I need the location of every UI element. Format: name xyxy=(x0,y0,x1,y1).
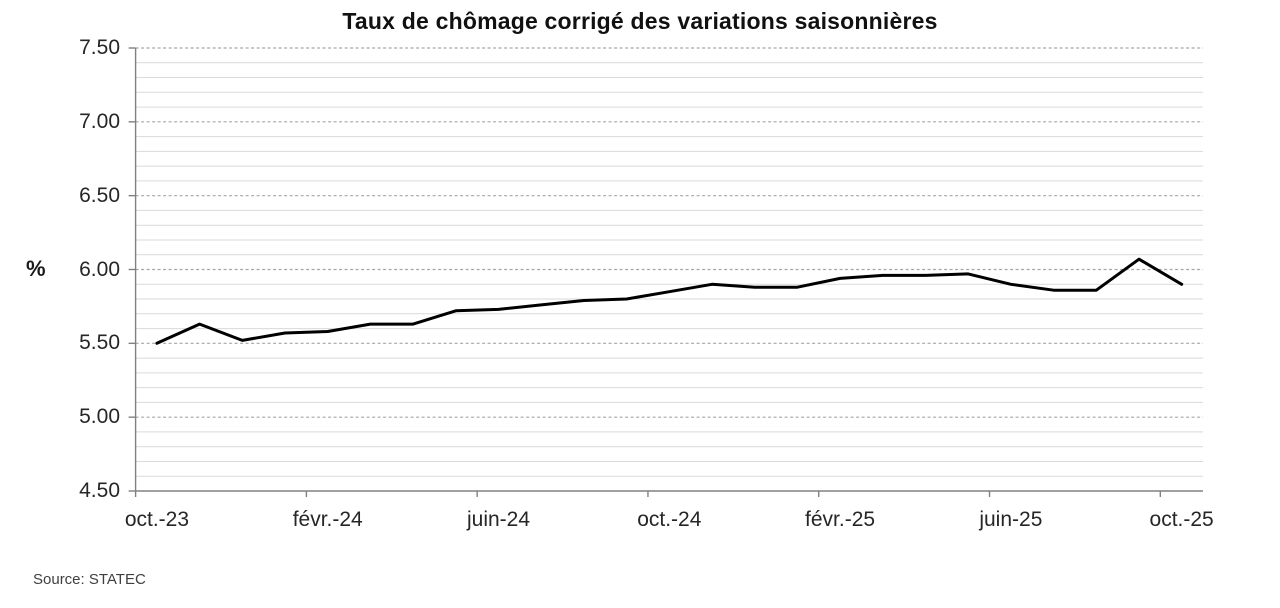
y-axis-tick-label: 6.00 xyxy=(79,257,120,281)
source-note: Source: STATEC xyxy=(33,571,146,588)
y-axis-tick-label: 4.50 xyxy=(79,479,120,502)
x-axis-tick-label: juin-25 xyxy=(979,508,1043,531)
y-axis-tick-label: 6.50 xyxy=(79,183,120,207)
y-axis-tick-label: 7.00 xyxy=(79,109,120,133)
x-axis-tick-label: oct.-25 xyxy=(1149,508,1214,531)
x-axis-tick-label: oct.-24 xyxy=(637,508,702,531)
y-axis-tick-label: 5.50 xyxy=(79,331,120,355)
chart-title: Taux de chômage corrigé des variations s… xyxy=(342,8,938,34)
y-axis-tick-label: 7.50 xyxy=(79,36,120,59)
x-axis-tick-label: févr.-25 xyxy=(805,508,876,531)
x-axis-tick-label: juin-24 xyxy=(466,508,531,531)
x-axis-tick-label: févr.-24 xyxy=(292,508,363,531)
y-axis-tick-label: 5.00 xyxy=(79,405,120,429)
unemployment-rate-line xyxy=(155,257,1184,345)
y-axis-unit-label: % xyxy=(26,256,46,281)
x-axis-tick-label: oct.-23 xyxy=(124,508,190,531)
